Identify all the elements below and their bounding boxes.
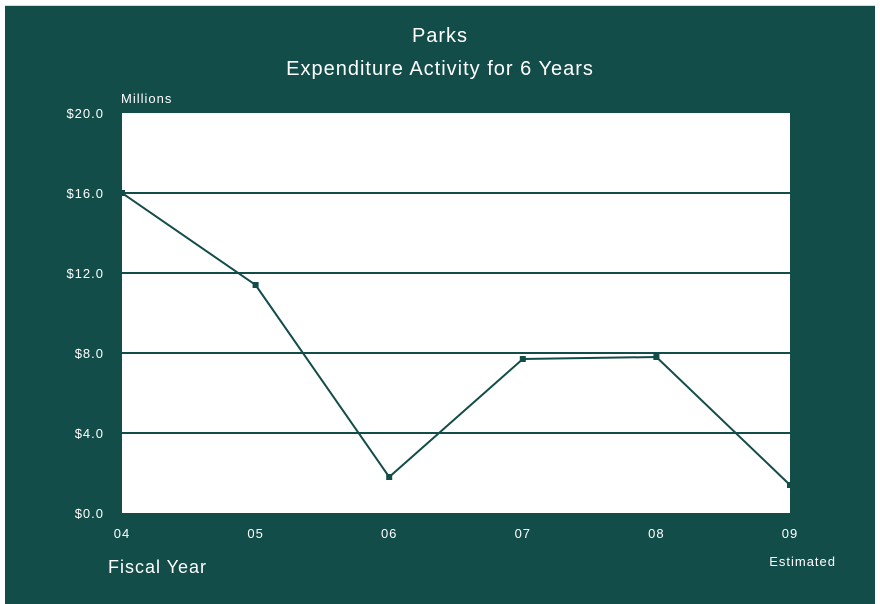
x-axis-ticks: 04 05 06 07 08 09 <box>114 526 798 541</box>
x-axis-note: Estimated <box>769 554 836 569</box>
data-point <box>787 482 793 488</box>
y-tick-label: $20.0 <box>66 106 104 121</box>
data-points <box>119 190 793 488</box>
x-tick-label: 08 <box>648 526 664 541</box>
data-point <box>653 354 660 360</box>
grid-lines <box>122 192 790 434</box>
y-tick-label: $4.0 <box>75 426 104 441</box>
x-axis-label: Fiscal Year <box>108 557 207 577</box>
chart-subtitle: Expenditure Activity for 6 Years <box>286 58 594 80</box>
y-axis-label: Millions <box>121 91 172 106</box>
chart-title: Parks <box>412 25 468 47</box>
data-point <box>119 190 125 196</box>
x-tick-label: 04 <box>114 526 130 541</box>
x-tick-label: 06 <box>381 526 397 541</box>
data-point <box>252 282 259 288</box>
y-tick-label: $16.0 <box>66 186 104 201</box>
x-tick-label: 05 <box>247 526 263 541</box>
series-line <box>121 192 791 486</box>
y-tick-label: $12.0 <box>66 266 104 281</box>
y-tick-label: $8.0 <box>75 346 104 361</box>
data-point <box>386 474 393 480</box>
y-tick-label: $0.0 <box>75 506 104 521</box>
data-point <box>519 356 526 362</box>
x-tick-label: 09 <box>782 526 798 541</box>
x-tick-label: 07 <box>515 526 531 541</box>
plot-area <box>122 113 790 513</box>
y-axis-ticks: $0.0 $4.0 $8.0 $12.0 $16.0 $20.0 <box>66 106 104 521</box>
